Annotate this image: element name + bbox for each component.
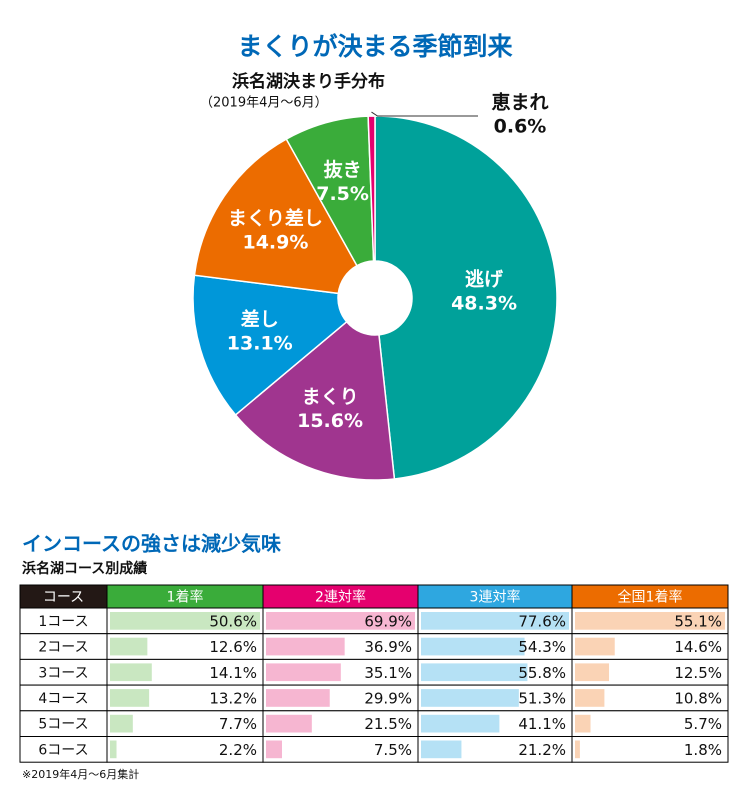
pie-slice xyxy=(234,320,396,481)
cell-value: 69.9% xyxy=(364,612,412,630)
bar xyxy=(110,637,148,656)
cell-value: 7.5% xyxy=(374,741,412,759)
header-label: コース xyxy=(43,590,84,606)
course-label: 1コース xyxy=(38,614,88,630)
bar xyxy=(110,740,117,759)
bar xyxy=(110,663,152,682)
slice-label: 恵まれ xyxy=(491,91,548,114)
cell-value: 14.1% xyxy=(209,664,257,682)
bar xyxy=(266,663,341,682)
bar xyxy=(110,714,133,733)
slice-label: 差し xyxy=(241,307,279,330)
footnote: ※2019年4月〜6月集計 xyxy=(22,767,139,781)
bar xyxy=(575,740,580,759)
cell-value: 54.3% xyxy=(518,638,566,656)
slice-value: 0.6% xyxy=(494,116,547,138)
course-cell xyxy=(19,633,108,660)
pie-slice xyxy=(374,115,558,480)
table-title: インコースの強さは減少気味 xyxy=(22,532,281,556)
slice-value: 15.6% xyxy=(297,410,363,432)
cell xyxy=(106,710,264,737)
slice-label: まくり xyxy=(302,386,359,408)
cell-value: 13.2% xyxy=(209,689,257,707)
course-cell xyxy=(19,710,108,737)
bar xyxy=(421,714,500,733)
chart-note: （2019年4月〜6月） xyxy=(200,96,328,111)
cell-value: 12.6% xyxy=(209,638,257,656)
course-cell xyxy=(19,658,108,686)
cell-value: 29.9% xyxy=(364,689,412,707)
pie-slice xyxy=(193,138,358,295)
slice-label: 逃げ xyxy=(465,268,504,291)
slice-label: まくり差し xyxy=(228,206,323,229)
course-label: 3コース xyxy=(38,665,88,681)
cell-value: 51.3% xyxy=(518,689,566,707)
bar xyxy=(575,663,610,682)
course-label: 2コース xyxy=(38,640,88,656)
cell xyxy=(262,736,419,763)
cell-value: 14.6% xyxy=(674,638,722,656)
cell-value: 50.6% xyxy=(209,612,257,630)
course-cell xyxy=(19,736,108,763)
cell-value: 10.8% xyxy=(674,689,722,707)
course-label: 4コース xyxy=(38,691,88,707)
header-label: 全国1着率 xyxy=(618,589,683,606)
course-label: 5コース xyxy=(38,717,88,733)
bar xyxy=(266,714,312,733)
slice-value: 13.1% xyxy=(227,332,293,354)
course-label: 6コース xyxy=(38,742,88,758)
bar xyxy=(575,714,591,733)
pie-slice xyxy=(192,274,348,416)
chart-subtitle: 浜名湖決まり手分布 xyxy=(232,71,385,92)
table-subtitle: 浜名湖コース別成績 xyxy=(22,560,147,577)
cell-value: 55.8% xyxy=(518,664,566,682)
bar xyxy=(421,637,525,656)
bar xyxy=(266,740,282,759)
cell-value: 21.5% xyxy=(364,715,412,733)
bar xyxy=(421,663,528,682)
slice-value: 48.3% xyxy=(451,293,517,315)
bar xyxy=(421,689,519,707)
header-label: 3連対率 xyxy=(470,589,521,606)
bar xyxy=(575,689,605,707)
cell-value: 77.6% xyxy=(518,612,566,630)
cell-value: 41.1% xyxy=(518,715,566,733)
cell-value: 36.9% xyxy=(364,638,412,656)
bar xyxy=(266,689,330,707)
cell-value: 2.2% xyxy=(219,741,257,759)
cell-value: 21.2% xyxy=(518,741,566,759)
slice-value: 14.9% xyxy=(242,231,308,253)
cell-value: 7.7% xyxy=(219,715,257,733)
bar xyxy=(110,689,150,707)
chart-title: まくりが決まる季節到来 xyxy=(237,32,513,61)
cell-value: 1.8% xyxy=(684,741,722,759)
cell-value: 35.1% xyxy=(364,664,412,682)
cell xyxy=(571,710,729,737)
pie-slice xyxy=(367,115,376,262)
cell-value: 12.5% xyxy=(674,664,722,682)
cell-value: 5.7% xyxy=(684,715,722,733)
bar xyxy=(575,637,615,656)
header-label: 2連対率 xyxy=(315,589,366,606)
bar xyxy=(266,637,345,656)
bar xyxy=(110,612,260,630)
bar xyxy=(421,612,569,630)
cell-value: 55.1% xyxy=(674,612,722,630)
slice-label: 抜き xyxy=(324,158,362,181)
course-cell xyxy=(19,684,108,712)
bar xyxy=(421,740,462,759)
header-label: 1着率 xyxy=(167,589,204,606)
cell xyxy=(106,736,264,763)
slice-value: 7.5% xyxy=(316,183,369,205)
leader-line xyxy=(371,111,478,117)
cell xyxy=(571,736,729,763)
bar xyxy=(575,612,725,630)
bar xyxy=(266,612,415,630)
